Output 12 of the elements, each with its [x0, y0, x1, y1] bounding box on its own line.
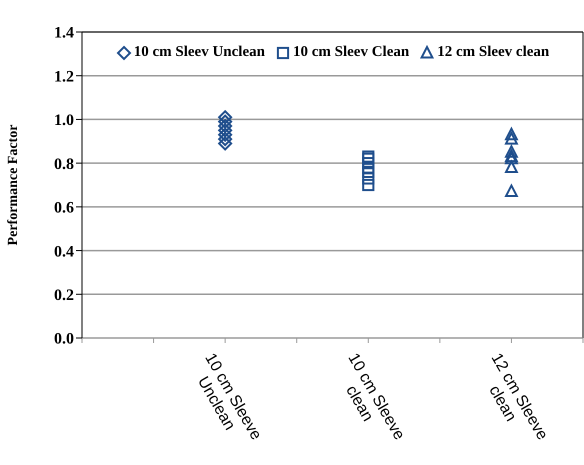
legend-label: 12 cm Sleev clean	[437, 44, 550, 61]
legend-label: 10 cm Sleev Unclean	[134, 44, 265, 61]
y-tick-label: 0.0	[54, 330, 74, 348]
y-axis-title: Performance Factor	[6, 124, 21, 246]
y-tick-label: 0.4	[54, 243, 74, 260]
y-tick-label: 1.4	[54, 24, 74, 42]
y-tick-label: 1.0	[54, 112, 74, 130]
y-tick-label: 0.2	[54, 286, 74, 304]
y-tick-label: 0.6	[54, 200, 74, 217]
y-tick-label: 0.8	[54, 156, 74, 173]
y-tick-label: 1.2	[54, 68, 74, 86]
legend-label: 10 cm Sleev Clean	[292, 44, 410, 61]
